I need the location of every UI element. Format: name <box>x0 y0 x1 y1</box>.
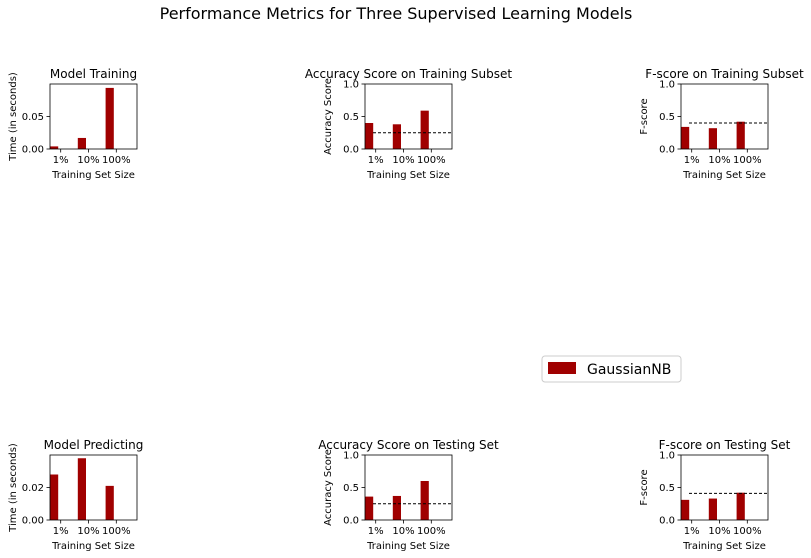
y-axis-label: F-score <box>639 469 650 505</box>
axes-frame <box>680 454 769 521</box>
panel-title: Accuracy Score on Testing Set <box>318 438 499 452</box>
legend-swatch-gaussiannb <box>548 362 576 374</box>
x-tick-label-10: 10% <box>708 155 730 166</box>
y-tick-label: 0.5 <box>343 112 359 123</box>
y-tick-label: 1.0 <box>343 80 359 91</box>
bar-gaussiannb-10 <box>392 124 401 149</box>
y-tick-label: 0.0 <box>659 516 675 527</box>
y-axis-label: Time (in seconds) <box>8 72 19 162</box>
bar-gaussiannb-1 <box>365 496 374 520</box>
panel-accuracy-score-on-testing-set: 0.0 0.5 1.0 1% 10% 100% Accuracy Score on Test… <box>318 438 499 552</box>
y-tick-label: 1.0 <box>659 451 675 462</box>
panel-f-score-on-training-subset: 0.0 0.5 1.0 1% 10% 100% F-score on Training Su… <box>639 67 804 181</box>
x-tick-label-1: 1% <box>368 155 384 166</box>
bar-gaussiannb-1 <box>50 146 59 149</box>
y-axis-label: Accuracy Score <box>323 78 334 155</box>
x-tick-label-10: 10% <box>77 155 99 166</box>
x-tick-label-100: 100% <box>102 155 131 166</box>
x-axis-label: Training Set Size <box>366 170 450 181</box>
y-tick-label: 0.02 <box>22 483 44 494</box>
panel-accuracy-score-on-training-subset: 0.0 0.5 1.0 1% 10% 100% Accuracy Score on Trai… <box>305 67 512 181</box>
x-tick-label-100: 100% <box>102 526 131 537</box>
y-tick-label: 0.5 <box>343 483 359 494</box>
y-axis-label: F-score <box>639 98 650 134</box>
x-axis-label: Training Set Size <box>682 170 766 181</box>
y-tick-label: 0.5 <box>659 112 675 123</box>
panel-f-score-on-testing-set: 0.0 0.5 1.0 1% 10% 100% F-score on Testing Set… <box>639 438 791 552</box>
panel-title: F-score on Testing Set <box>659 438 791 452</box>
bar-gaussiannb-10 <box>708 498 717 520</box>
axes-frame <box>49 83 138 150</box>
y-tick-label: 0.0 <box>343 516 359 527</box>
x-tick-label-1: 1% <box>53 155 69 166</box>
bar-gaussiannb-100 <box>736 121 745 149</box>
x-tick-label-10: 10% <box>708 526 730 537</box>
y-tick-label: 0.0 <box>343 145 359 156</box>
axes-frame <box>364 454 453 521</box>
x-axis-label: Training Set Size <box>51 170 135 181</box>
axes-frame <box>680 83 769 150</box>
y-tick-label: 0.05 <box>22 112 44 123</box>
bar-gaussiannb-100 <box>736 492 745 520</box>
x-tick-label-100: 100% <box>733 526 762 537</box>
y-tick-label: 0.5 <box>659 483 675 494</box>
x-tick-label-10: 10% <box>392 526 414 537</box>
panel-title: Model Training <box>50 67 137 81</box>
legend: GaussianNB <box>541 355 682 383</box>
x-tick-label-10: 10% <box>77 526 99 537</box>
x-axis-label: Training Set Size <box>682 541 766 552</box>
panel-title: Accuracy Score on Training Subset <box>305 67 512 81</box>
x-tick-label-1: 1% <box>368 526 384 537</box>
bar-gaussiannb-100 <box>420 110 429 149</box>
y-tick-label: 1.0 <box>659 80 675 91</box>
legend-frame <box>541 355 682 383</box>
bar-gaussiannb-100 <box>105 485 114 520</box>
x-tick-label-100: 100% <box>417 526 446 537</box>
bar-gaussiannb-10 <box>708 128 717 149</box>
axes-frame <box>364 83 453 150</box>
figure-title: Performance Metrics for Three Supervised… <box>160 4 633 23</box>
x-axis-label: Training Set Size <box>51 541 135 552</box>
x-tick-label-1: 1% <box>684 155 700 166</box>
y-tick-label: 0.00 <box>22 145 44 156</box>
x-axis-label: Training Set Size <box>366 541 450 552</box>
bar-gaussiannb-1 <box>681 499 690 520</box>
bar-gaussiannb-100 <box>105 87 114 149</box>
bar-gaussiannb-100 <box>420 481 429 520</box>
x-tick-label-1: 1% <box>53 526 69 537</box>
x-tick-label-100: 100% <box>417 155 446 166</box>
y-tick-label: 0.00 <box>22 516 44 527</box>
panels: 0.000.051% 10% 100%Model TrainingTraining … <box>8 67 804 552</box>
x-tick-label-10: 10% <box>392 155 414 166</box>
y-axis-label: Accuracy Score <box>323 449 334 526</box>
panel-title: F-score on Training Subset <box>645 67 804 81</box>
bar-gaussiannb-10 <box>77 137 86 149</box>
panel-title: Model Predicting <box>44 438 144 452</box>
panel-model-predicting: 0.00 0.02 1% 10% 100% Model Predicting Trainin… <box>8 438 143 552</box>
panel-model-training: 0.00 0.05 1% 10% 100% Model Training Training … <box>8 67 138 181</box>
bar-gaussiannb-1 <box>681 126 690 149</box>
bar-gaussiannb-1 <box>365 123 374 149</box>
x-tick-label-1: 1% <box>684 526 700 537</box>
axes-frame <box>49 454 138 521</box>
bar-gaussiannb-10 <box>392 495 401 520</box>
legend-label-gaussiannb: GaussianNB <box>587 362 671 378</box>
bar-gaussiannb-10 <box>77 458 86 520</box>
y-tick-label: 1.0 <box>343 451 359 462</box>
y-tick-label: 0.0 <box>659 145 675 156</box>
x-tick-label-100: 100% <box>733 155 762 166</box>
bar-gaussiannb-1 <box>50 474 59 520</box>
y-axis-label: Time (in seconds) <box>8 443 19 533</box>
